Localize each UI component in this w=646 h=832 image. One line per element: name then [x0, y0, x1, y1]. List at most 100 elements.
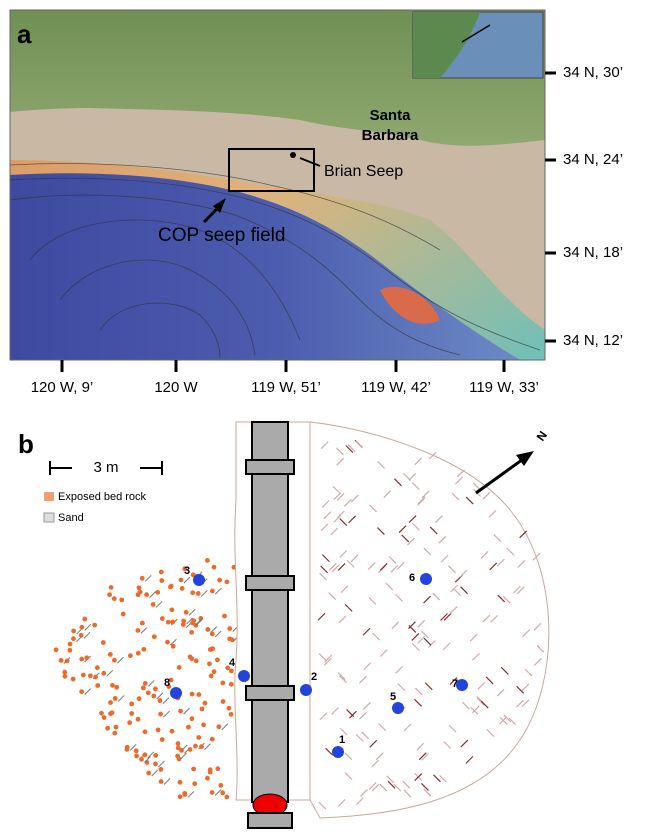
- rock-dot: [155, 590, 160, 595]
- rock-mark: [189, 609, 195, 615]
- rock-dot: [71, 677, 76, 682]
- rock-dot: [152, 634, 157, 639]
- rock-dot: [71, 629, 76, 634]
- rock-mark: [181, 753, 187, 759]
- rock-dot: [227, 626, 232, 631]
- rock-mark: [141, 627, 147, 633]
- site-marker: [392, 702, 404, 714]
- rock-dot: [175, 754, 180, 759]
- rock-dot: [108, 652, 113, 657]
- rock-dot: [65, 659, 70, 664]
- rock-dot: [196, 591, 201, 596]
- rock-dot: [79, 657, 84, 662]
- rock-dot: [207, 661, 212, 666]
- rock-dot: [190, 621, 195, 626]
- site-label: 8: [164, 677, 170, 689]
- scale-label: 3 m: [93, 459, 118, 476]
- rock-mark: [150, 592, 156, 598]
- rock-dot: [205, 558, 210, 563]
- legend-label: Exposed bed rock: [58, 491, 147, 503]
- rock-dot: [158, 698, 163, 703]
- rock-dot: [160, 616, 165, 621]
- rock-dot: [215, 657, 220, 662]
- rock-dot: [227, 636, 232, 641]
- rock-dot: [121, 612, 126, 617]
- rock-dot: [216, 724, 221, 729]
- rock-dot: [134, 754, 139, 759]
- rock-dot: [151, 694, 156, 699]
- rock-dot: [129, 702, 134, 707]
- rock-dot: [190, 692, 195, 697]
- rock-dot: [140, 576, 145, 581]
- panel-label: b: [18, 429, 34, 459]
- rock-dot: [229, 682, 234, 687]
- rock-dot: [202, 701, 207, 706]
- rock-dot: [212, 669, 217, 674]
- rock-dot: [218, 783, 223, 788]
- rock-dot: [128, 653, 133, 658]
- rock-dot: [156, 728, 161, 733]
- rock-dot: [201, 722, 206, 727]
- rock-dot: [84, 655, 89, 660]
- rock-dot: [224, 795, 229, 800]
- rock-dot: [112, 658, 117, 663]
- rock-dot: [141, 685, 146, 690]
- rock-dot: [99, 711, 104, 716]
- rock-mark: [204, 744, 210, 750]
- rock-dot: [159, 570, 164, 575]
- rock-mark: [164, 779, 170, 785]
- site-marker: [300, 684, 312, 696]
- lat-label: 34 N, 12’: [563, 332, 623, 349]
- legend-swatch: [44, 492, 54, 501]
- rock-dot: [62, 670, 67, 675]
- rock-dot: [169, 584, 174, 589]
- lat-label: 34 N, 30’: [563, 64, 623, 81]
- rock-mark: [211, 626, 217, 632]
- site-label: 1: [339, 734, 345, 746]
- rock-dot: [71, 636, 76, 641]
- rock-mark: [188, 791, 194, 797]
- rock-dot: [54, 647, 59, 652]
- site-marker: [238, 670, 250, 682]
- site-label: 7: [452, 678, 458, 690]
- rock-dot: [114, 725, 119, 730]
- rock-dot: [210, 790, 215, 795]
- rock-dot: [189, 630, 194, 635]
- lon-label: 119 W, 51’: [251, 379, 321, 396]
- rock-dot: [178, 780, 183, 785]
- rock-dot: [112, 731, 117, 736]
- rock-dot: [170, 620, 175, 625]
- rock-dot: [136, 592, 141, 597]
- rock-mark: [215, 588, 221, 594]
- rock-dot: [209, 673, 214, 678]
- rock-dot: [192, 781, 197, 786]
- rock-dot: [191, 767, 196, 772]
- rock-dot: [139, 757, 144, 762]
- map: [10, 10, 545, 360]
- rock-dot: [177, 665, 182, 670]
- rock-dot: [227, 706, 232, 711]
- city-label: Santa: [370, 107, 412, 124]
- sand-area: [310, 422, 549, 818]
- rock-dot: [179, 578, 184, 583]
- rock-dot: [181, 622, 186, 627]
- rock-dot: [182, 791, 187, 796]
- rock-dot: [135, 628, 140, 633]
- rock-dot: [137, 585, 142, 590]
- rock-dot: [113, 696, 118, 701]
- rock-dot: [101, 671, 106, 676]
- rock-dot: [136, 651, 141, 656]
- rock-dot: [189, 656, 194, 661]
- rock-dot: [137, 696, 142, 701]
- rock-dot: [146, 771, 151, 776]
- rock-dot: [196, 692, 201, 697]
- rock-dot: [153, 762, 158, 767]
- rock-dot: [190, 716, 195, 721]
- rock-dot: [101, 640, 106, 645]
- rock-mark: [196, 620, 202, 626]
- rock-dot: [110, 683, 115, 688]
- rock-dot: [67, 648, 72, 653]
- rock-mark: [184, 577, 190, 583]
- rock-mark: [215, 631, 221, 637]
- legend-swatch: [44, 513, 54, 522]
